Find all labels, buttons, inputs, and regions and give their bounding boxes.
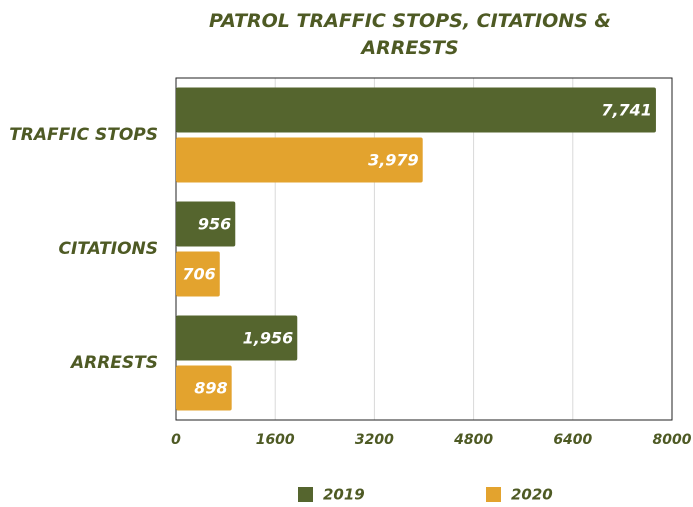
chart-title: PATROL TRAFFIC STOPS, CITATIONS & ARREST… [209, 10, 611, 59]
x-tick-label: 3200 [355, 432, 394, 448]
plot-frame [175, 77, 673, 421]
bar [176, 365, 232, 411]
bar [176, 315, 298, 361]
legend-swatch [298, 487, 313, 502]
value-label: 898 [194, 379, 227, 398]
x-tick-label: 0 [171, 432, 181, 448]
x-tick-label: 6400 [553, 432, 592, 448]
y-tick-label: ARRESTS [69, 353, 158, 373]
x-tick-label: 8000 [653, 432, 692, 448]
legend-label: 2020 [511, 486, 553, 504]
x-tick-label: 4800 [453, 432, 493, 448]
value-label: 1,956 [243, 329, 294, 348]
x-tick-label: 1600 [256, 432, 295, 448]
legend-label: 2019 [323, 486, 365, 504]
value-label: 956 [198, 215, 231, 234]
y-tick-label: TRAFFIC STOPS [9, 125, 158, 145]
y-tick-label: CITATIONS [59, 239, 158, 259]
bar [176, 137, 423, 183]
value-label: 7,741 [601, 101, 652, 120]
value-label: 3,979 [368, 151, 419, 170]
bar [176, 251, 220, 297]
bar [176, 87, 656, 133]
legend-swatch [486, 487, 501, 502]
bar [176, 201, 236, 247]
value-label: 706 [182, 265, 215, 284]
